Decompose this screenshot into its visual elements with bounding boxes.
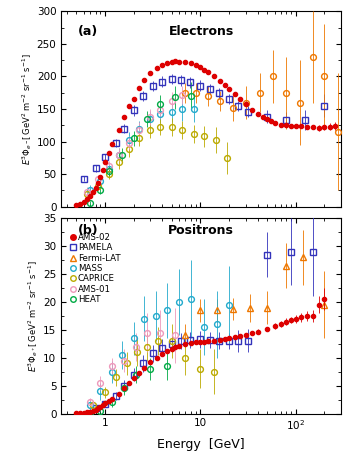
- Text: Electrons: Electrons: [169, 25, 234, 38]
- Text: (b): (b): [78, 224, 99, 237]
- Text: Positrons: Positrons: [168, 224, 234, 237]
- Text: (a): (a): [78, 25, 98, 38]
- Legend: AMS-02, PAMELA, Fermi-LAT, MASS, CAPRICE, AMS-01, HEAT: AMS-02, PAMELA, Fermi-LAT, MASS, CAPRICE…: [68, 230, 123, 306]
- Y-axis label: $E^3\Phi_{e^+}$[$\,$GeV$^2$ m$^{-2}$ sr$^{-1}$ s$^{-1}$]: $E^3\Phi_{e^+}$[$\,$GeV$^2$ m$^{-2}$ sr$…: [27, 260, 40, 372]
- X-axis label: Energy  [GeV]: Energy [GeV]: [158, 438, 245, 451]
- Y-axis label: $E^3\Phi_{e^-}$[$\,$GeV$^2$ m$^{-2}$ sr$^{-1}$ s$^{-1}$]: $E^3\Phi_{e^-}$[$\,$GeV$^2$ m$^{-2}$ sr$…: [20, 53, 34, 165]
